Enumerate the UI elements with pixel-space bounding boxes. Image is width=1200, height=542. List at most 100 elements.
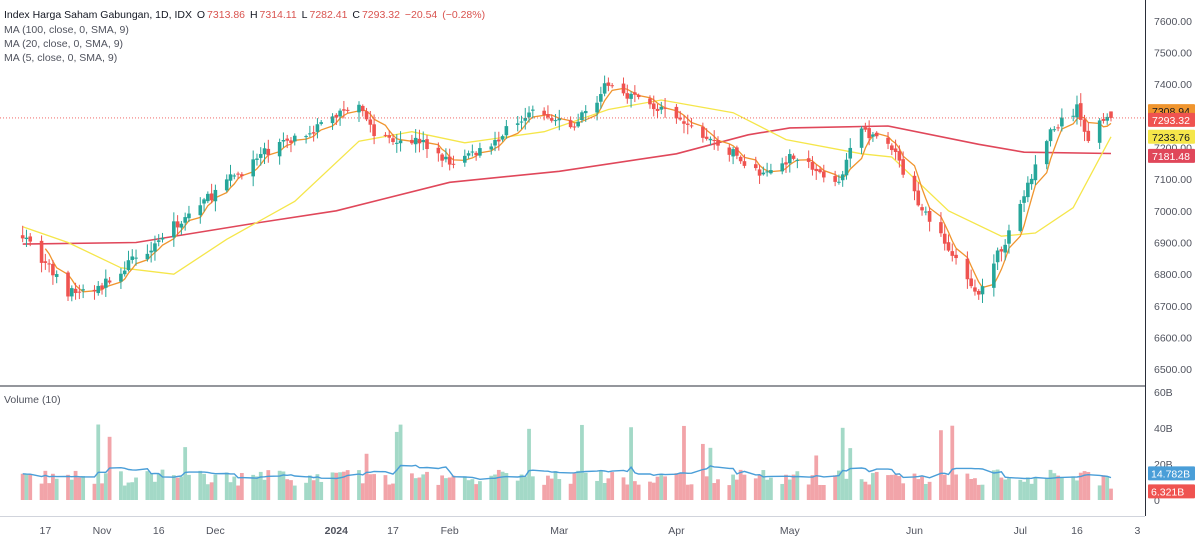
volume-bar bbox=[28, 474, 33, 500]
volume-bar bbox=[421, 474, 426, 500]
candle-body bbox=[368, 119, 373, 125]
candle-body bbox=[663, 107, 667, 109]
volume-bar bbox=[682, 425, 686, 500]
ma5-legend[interactable]: MA (5, close, 0, SMA, 9) bbox=[4, 52, 118, 64]
candle-body bbox=[281, 140, 286, 142]
volume-bar bbox=[77, 477, 82, 500]
candle-body bbox=[708, 138, 713, 141]
volume-bar bbox=[1033, 476, 1038, 500]
time-axis-tick: Mar bbox=[550, 525, 569, 537]
candle-body bbox=[655, 108, 660, 111]
candle-body bbox=[436, 147, 441, 154]
open-value: 7313.86 bbox=[207, 9, 246, 21]
ma100-legend[interactable]: MA (100, close, 0, SMA, 9) bbox=[4, 24, 129, 36]
candle-body bbox=[610, 85, 614, 87]
candle-body bbox=[920, 207, 924, 211]
candle-body bbox=[107, 280, 112, 283]
candle-body bbox=[890, 145, 894, 151]
volume-bar bbox=[999, 477, 1004, 500]
volume-bar bbox=[1029, 483, 1034, 500]
candle-body bbox=[338, 110, 342, 117]
volume-bar bbox=[262, 479, 267, 500]
candle-body bbox=[519, 121, 524, 123]
candle-body bbox=[992, 263, 996, 288]
volume-bar bbox=[995, 469, 1000, 500]
volume-bar bbox=[840, 427, 845, 500]
volume-bar bbox=[360, 483, 365, 500]
volume-bar bbox=[734, 479, 739, 500]
volume-ma-badge: 14.782B bbox=[1151, 468, 1190, 480]
candle-body bbox=[489, 146, 494, 150]
volume-bar bbox=[806, 484, 811, 500]
candle-body bbox=[738, 156, 743, 162]
candle-body bbox=[1101, 119, 1106, 121]
candle-body bbox=[187, 213, 191, 219]
volume-bar bbox=[1056, 475, 1060, 500]
candle-body bbox=[266, 148, 271, 156]
candle-body bbox=[1044, 141, 1049, 165]
candle-body bbox=[1048, 129, 1053, 142]
last-price-badge: 7293.32 bbox=[1152, 115, 1190, 127]
volume-bar bbox=[224, 472, 229, 500]
volume-bar bbox=[372, 474, 376, 500]
candle-body bbox=[580, 112, 584, 120]
high-value: 7314.11 bbox=[259, 9, 297, 21]
volume-bar bbox=[1003, 479, 1008, 500]
candle-body bbox=[100, 285, 104, 290]
volume-bar bbox=[1048, 469, 1053, 500]
volume-bar bbox=[228, 482, 233, 500]
candle-body bbox=[126, 260, 131, 271]
symbol-title: Index Harga Saham Gabungan, 1D, IDX bbox=[4, 9, 192, 21]
candle-body bbox=[289, 140, 293, 143]
candle-body bbox=[969, 278, 973, 287]
candle-body bbox=[814, 168, 819, 172]
volume-axis-tick: 60B bbox=[1154, 387, 1173, 399]
time-axis-tick: Dec bbox=[206, 525, 225, 537]
candle-body bbox=[213, 189, 218, 202]
candle-body bbox=[859, 128, 864, 148]
candle-body bbox=[493, 140, 497, 146]
volume-bar bbox=[119, 471, 123, 500]
candle-body bbox=[1078, 103, 1083, 120]
volume-bar bbox=[338, 472, 342, 500]
volume-bar bbox=[387, 484, 392, 500]
volume-bar bbox=[663, 476, 667, 500]
time-axis-tick: Jun bbox=[906, 525, 923, 537]
candle-body bbox=[1086, 130, 1091, 141]
volume-bar bbox=[848, 448, 853, 500]
volume-bar bbox=[659, 473, 664, 500]
candle-body bbox=[924, 211, 928, 213]
volume-bar bbox=[183, 447, 188, 500]
candle-body bbox=[531, 109, 535, 111]
candle-body bbox=[651, 103, 656, 110]
candle-body bbox=[311, 132, 316, 134]
candle-body bbox=[232, 175, 237, 177]
candle-body bbox=[863, 127, 868, 130]
volume-bar bbox=[942, 474, 947, 500]
volume-bar bbox=[319, 481, 324, 500]
price-axis-tick: 6500.00 bbox=[1154, 364, 1192, 376]
volume-bar bbox=[867, 484, 872, 500]
volume-bar bbox=[549, 478, 554, 500]
volume-bar bbox=[96, 424, 101, 500]
volume-bar bbox=[251, 474, 256, 500]
volume-bar bbox=[818, 484, 822, 500]
candle-body bbox=[973, 287, 977, 292]
ma20-legend[interactable]: MA (20, close, 0, SMA, 9) bbox=[4, 38, 124, 50]
candle-body bbox=[1022, 196, 1026, 203]
candle-body bbox=[765, 171, 769, 173]
volume-bar bbox=[519, 474, 524, 500]
candle-body bbox=[837, 181, 841, 183]
last-price-badge-bg bbox=[1148, 112, 1195, 127]
volume-bar bbox=[1071, 476, 1076, 500]
candle-body bbox=[602, 83, 607, 94]
volume-bar bbox=[145, 471, 150, 500]
candle-body bbox=[769, 170, 773, 174]
candle-body bbox=[595, 102, 599, 113]
volume-pane-title[interactable]: Volume (10) bbox=[4, 394, 61, 406]
candle-body bbox=[51, 263, 55, 276]
candle-body bbox=[209, 193, 214, 201]
candle-body bbox=[791, 155, 796, 159]
candle-body bbox=[784, 162, 788, 165]
